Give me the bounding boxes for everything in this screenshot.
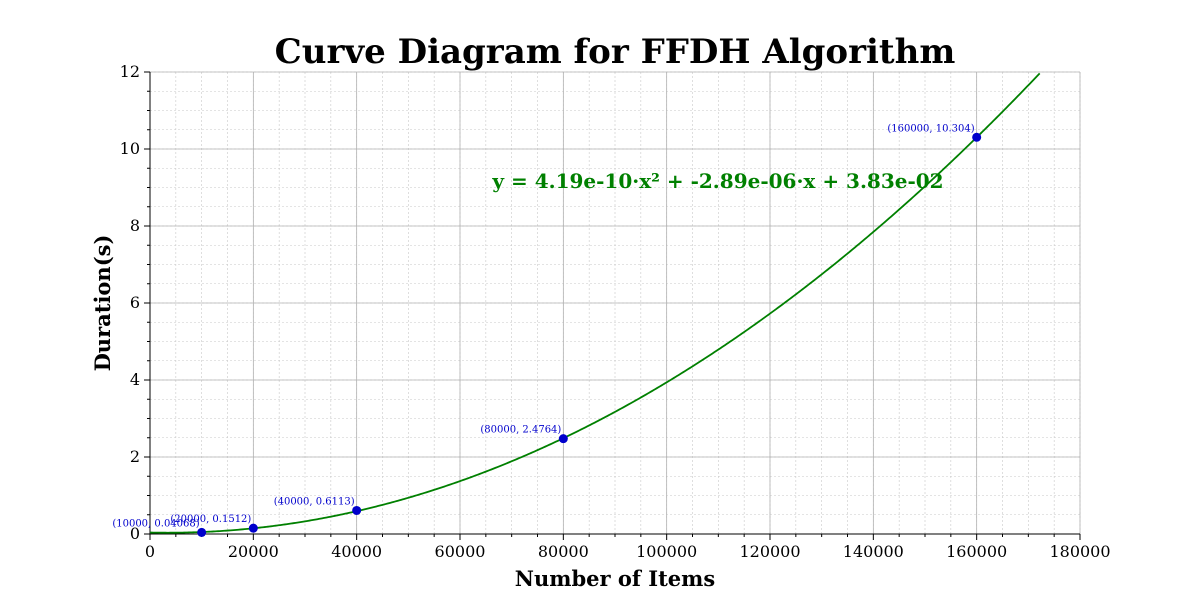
data-point-label: (80000, 2.4764) — [480, 425, 561, 436]
fit-equation: y = 4.19e-10·x² + -2.89e-06·x + 3.83e-02 — [491, 169, 943, 193]
data-point-label: (40000, 0.6113) — [274, 496, 355, 507]
y-tick-label: 6 — [130, 293, 140, 312]
x-tick-label: 140000 — [843, 542, 904, 561]
x-tick-label: 60000 — [435, 542, 486, 561]
x-tick-label: 20000 — [228, 542, 279, 561]
data-point — [197, 527, 207, 537]
y-tick-label: 0 — [130, 524, 140, 543]
y-tick-label: 8 — [130, 216, 140, 235]
data-point-label: (20000, 0.1512) — [170, 514, 251, 525]
major-grid — [149, 71, 1081, 535]
y-tick-label: 12 — [120, 62, 140, 81]
data-point — [352, 505, 362, 515]
x-tick-label: 100000 — [636, 542, 697, 561]
data-points — [197, 132, 982, 537]
data-point — [248, 523, 258, 533]
y-axis-label: Duration(s) — [90, 235, 115, 372]
tick-labels: 0 20000 40000 60000 80000 100000 120000 140000 1… — [120, 62, 1111, 561]
point-labels: (10000, 0.04068)(20000, 0.1512) (40000, 0… — [112, 123, 974, 529]
data-point — [558, 434, 568, 444]
x-tick-label: 180000 — [1049, 542, 1110, 561]
axes — [144, 71, 1081, 540]
y-tick-label: 2 — [130, 447, 140, 466]
y-tick-label: 10 — [120, 139, 140, 158]
x-tick-label: 0 — [145, 542, 155, 561]
x-tick-label: 80000 — [538, 542, 589, 561]
chart-title: Curve Diagram for FFDH Algorithm — [275, 32, 956, 72]
fit-curve — [149, 72, 1041, 534]
x-tick-label: 120000 — [739, 542, 800, 561]
data-point-label: (160000, 10.304) — [887, 123, 974, 134]
data-point-label: (10000, 0.04068) — [112, 518, 199, 529]
x-axis-label: Number of Items — [515, 566, 715, 591]
y-tick-label: 4 — [130, 370, 140, 389]
x-tick-label: 160000 — [946, 542, 1007, 561]
x-tick-label: 40000 — [331, 542, 382, 561]
data-point — [972, 132, 982, 142]
